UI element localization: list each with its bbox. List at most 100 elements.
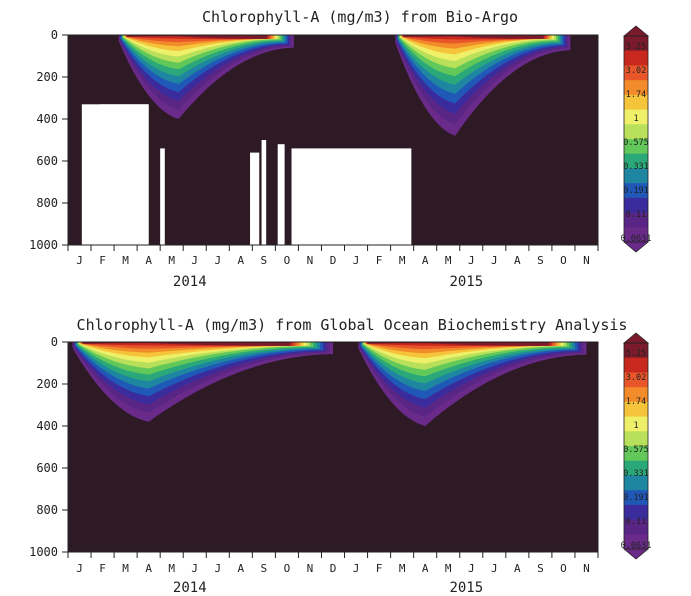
x-tick-label: J: [191, 562, 198, 575]
y-tick-label: 1000: [29, 238, 58, 252]
y-tick-label: 400: [36, 112, 58, 126]
colorbar-label: 0.331: [623, 162, 649, 172]
x-tick-label: M: [399, 562, 406, 575]
panel-global-ocean-analysis: Chlorophyll-A (mg/m3) from Global Ocean …: [29, 316, 651, 596]
colorbar-label: 5.25: [626, 349, 646, 359]
colorbar-segment: [624, 372, 648, 388]
colorbar-label: 0.11: [626, 517, 646, 527]
colorbar-label: 5.25: [626, 42, 646, 52]
x-tick-label: S: [537, 254, 544, 267]
colorbar-segment: [624, 357, 648, 373]
colorbar-label: 1: [633, 114, 638, 124]
colorbar-label: 0.0631: [621, 541, 652, 551]
colorbar-segment: [624, 109, 648, 125]
x-tick-label: F: [376, 562, 383, 575]
x-tick-label: O: [560, 254, 567, 267]
x-tick-label: M: [168, 562, 175, 575]
bloom-layer-1: [403, 35, 544, 39]
colorbar-label: 3.02: [626, 66, 646, 76]
colorbar-segment: [624, 387, 648, 403]
x-tick-label: J: [353, 254, 360, 267]
x-tick-label: J: [353, 562, 360, 575]
colorbar-segment: [624, 153, 648, 169]
x-tick-label: O: [284, 562, 291, 575]
colorbar-top-arrow: [622, 25, 650, 37]
x-tick-label: S: [261, 254, 268, 267]
colorbar-segment: [624, 94, 648, 111]
x-tick-label: J: [76, 562, 83, 575]
colorbar-label: 0.575: [623, 138, 649, 148]
colorbar-segment: [624, 212, 648, 228]
y-tick-label: 800: [36, 196, 58, 210]
x-tick-label: M: [445, 562, 452, 575]
y-tick-label: 600: [36, 154, 58, 168]
colorbar-label: 1.74: [626, 90, 646, 100]
y-axis-global-ocean-analysis: 0 200 400 600 800 1000: [29, 335, 68, 559]
colorbar-label: 0.191: [623, 493, 649, 503]
x-tick-label: D: [330, 562, 337, 575]
colorbar-segment: [624, 460, 648, 476]
x-tick-label: O: [560, 562, 567, 575]
x-tick-label: F: [376, 254, 383, 267]
no-data-region: [291, 148, 412, 245]
colorbar-segment: [624, 343, 648, 359]
x-tick-label: M: [168, 254, 175, 267]
no-data-region: [160, 148, 165, 245]
x-tick-label: J: [214, 254, 221, 267]
y-tick-label: 0: [51, 28, 58, 42]
no-data-region: [261, 140, 267, 245]
x-tick-label: O: [284, 254, 291, 267]
y-axis-bio-argo: 0 200 400 600 800 1000: [29, 28, 68, 252]
colorbar-label: 1.74: [626, 397, 646, 407]
x-tick-label: J: [468, 562, 475, 575]
no-data-region: [250, 152, 260, 245]
colorbar-segment: [624, 227, 648, 243]
colorbar-label: 1: [633, 421, 638, 431]
colorbar-segment: [624, 50, 648, 66]
colorbar-segment: [624, 416, 648, 432]
colorbar-segment: [624, 183, 648, 199]
colorbar-label: 0.575: [623, 445, 649, 455]
colorbar-segment: [624, 139, 648, 155]
colorbar-segment: [624, 197, 648, 214]
colorbar-segment: [624, 504, 648, 521]
x-tick-label: A: [514, 254, 521, 267]
x-tick-label: N: [307, 254, 314, 267]
y-tick-label: 400: [36, 419, 58, 433]
y-tick-label: 200: [36, 70, 58, 84]
colorbar-segment: [624, 475, 648, 491]
x-tick-label: A: [238, 254, 245, 267]
x-tick-label: J: [214, 562, 221, 575]
x-tick-label: A: [422, 254, 429, 267]
colorbar-segment: [624, 490, 648, 506]
panel-title: Chlorophyll-A (mg/m3) from Global Ocean …: [77, 316, 628, 334]
x-tick-label: J: [491, 562, 498, 575]
colorbar-segment: [624, 534, 648, 550]
colorbar-segment: [624, 36, 648, 52]
colorbar-bio-argo: 5.25 3.02 1.74 1 0.575 0.331 0.191 0.11 0.0631: [621, 25, 652, 253]
x-tick-label: M: [122, 562, 129, 575]
colorbar-segment: [624, 80, 648, 96]
x-tick-label: A: [238, 562, 245, 575]
x-tick-label: S: [261, 562, 268, 575]
x-tick-label: M: [399, 254, 406, 267]
x-tick-label: A: [145, 562, 152, 575]
year-label: 2014: [173, 580, 207, 596]
year-label: 2015: [449, 580, 483, 596]
colorbar-global-ocean-analysis: 5.25 3.02 1.74 1 0.575 0.331 0.191 0.11 0.0631: [621, 332, 652, 560]
colorbar-label: 0.0631: [621, 234, 652, 244]
x-tick-label: N: [307, 562, 314, 575]
x-tick-label: A: [145, 254, 152, 267]
plot-frame: [67, 34, 599, 246]
colorbar-label: 3.02: [626, 373, 646, 383]
y-tick-label: 200: [36, 377, 58, 391]
x-tick-label: J: [76, 254, 83, 267]
year-label: 2014: [173, 274, 207, 290]
x-tick-label: F: [99, 254, 106, 267]
bloom-layer-1: [367, 342, 550, 346]
colorbar-label: 0.11: [626, 210, 646, 220]
no-data-region: [277, 144, 285, 245]
colorbar-segment: [624, 65, 648, 81]
x-tick-label: A: [514, 562, 521, 575]
x-tick-label: S: [537, 562, 544, 575]
